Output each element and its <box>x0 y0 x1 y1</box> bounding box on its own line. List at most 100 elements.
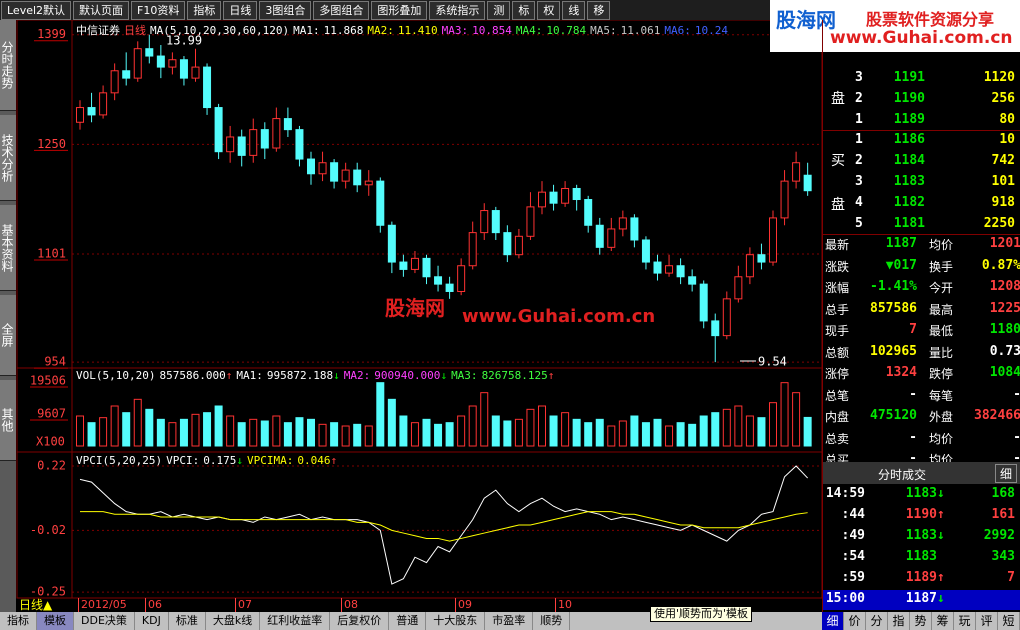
toolbar-button[interactable]: 图形叠加 <box>371 1 428 20</box>
bottom-tab[interactable]: 指标 <box>0 612 37 630</box>
volume-bar <box>618 420 627 447</box>
side-tab[interactable]: 全屏 <box>0 295 16 376</box>
right-tab[interactable]: 筹 <box>932 612 954 630</box>
toolbar-button[interactable]: 系统指示 <box>429 1 486 20</box>
toolbar-button[interactable]: 多图组合 <box>313 1 370 20</box>
stat-value: 1225 <box>989 300 1020 316</box>
stat-label: 总手 <box>825 302 850 317</box>
trade-time: :44 <box>841 507 865 522</box>
legend-arrow: ↑ <box>330 454 338 467</box>
level: 1 <box>855 112 863 127</box>
legend-arrow: ↓ <box>236 454 243 467</box>
stat-value: 1084 <box>989 365 1020 380</box>
readout-name: MA4: <box>515 24 543 37</box>
stat-label: 最新 <box>825 238 850 252</box>
level: 1 <box>855 132 863 147</box>
volume-bar <box>76 415 84 447</box>
book-label: 盘 <box>831 197 845 213</box>
y-tick-label: -0.25 <box>30 585 66 599</box>
price: 1182 <box>893 195 925 210</box>
volume-bar <box>307 418 315 447</box>
volume: 101 <box>991 174 1015 189</box>
candle-body <box>99 92 108 116</box>
toolbar-button[interactable]: 移 <box>587 1 611 20</box>
toolbar-button[interactable]: 默认页面 <box>73 1 130 20</box>
side-tab[interactable]: 分时走势 <box>0 20 16 111</box>
volume-bar <box>145 408 154 447</box>
toolbar-button[interactable]: 测 <box>487 1 511 20</box>
right-tab[interactable]: 短 <box>998 612 1020 630</box>
toolbar-button[interactable]: 指标 <box>187 1 222 20</box>
bottom-tab[interactable]: 普通 <box>389 612 427 630</box>
toolbar-button[interactable]: 标 <box>512 1 536 20</box>
readout-value: 900940.000 <box>374 369 441 382</box>
candle-body <box>514 235 523 256</box>
side-tab[interactable]: 基本资料 <box>0 205 16 291</box>
detail-button[interactable]: 细 <box>995 464 1018 483</box>
volume-bar <box>745 415 754 447</box>
trade-volume: 343 <box>991 549 1015 564</box>
volume-bar <box>387 398 396 447</box>
bottom-tab[interactable]: DDE决策 <box>74 612 135 630</box>
candle-body <box>87 107 96 116</box>
bottom-tab[interactable]: 顺势 <box>533 612 571 630</box>
trade-price: 1183 <box>905 486 937 501</box>
bottom-tab[interactable]: 市盈率 <box>485 612 534 630</box>
volume: 918 <box>991 195 1015 210</box>
toolbar-button[interactable]: 3图组合 <box>259 1 312 20</box>
side-tab[interactable]: 其他 <box>0 380 16 461</box>
toolbar-button[interactable]: Level2默认 <box>1 1 72 20</box>
bottom-tab[interactable]: 模板 <box>37 612 74 630</box>
level: 3 <box>855 70 863 85</box>
toolbar-button[interactable]: F10资料 <box>131 1 186 20</box>
trade-arrow: ↑ <box>937 507 945 522</box>
volume-bar <box>491 415 500 447</box>
bottom-tab[interactable]: 十大股东 <box>426 612 486 630</box>
right-tab[interactable]: 分 <box>866 612 888 630</box>
trade-price: 1190 <box>905 507 937 522</box>
right-tab[interactable]: 评 <box>976 612 998 630</box>
candle-body <box>341 169 350 182</box>
stat-label: 量比 <box>929 345 954 360</box>
bottom-tab[interactable]: 红利收益率 <box>260 612 331 630</box>
right-tab[interactable]: 指 <box>888 612 910 630</box>
candle-body <box>318 162 327 175</box>
right-tab[interactable]: 价 <box>844 612 866 630</box>
candle-body <box>203 66 212 109</box>
unit-label: X100 <box>36 435 65 449</box>
volume-bar <box>734 405 743 447</box>
trade-volume: 7 <box>1007 570 1015 585</box>
readout-arrow: ↑ <box>547 369 555 382</box>
candle-body <box>491 210 500 234</box>
stat-value: 102965 <box>870 343 917 359</box>
bottom-tab[interactable]: KDJ <box>135 612 169 630</box>
candle-body <box>364 180 373 186</box>
y-tick-label: -0.02 <box>30 523 66 537</box>
right-tab[interactable]: 细 <box>822 612 844 630</box>
book-label: 盘 <box>831 91 845 107</box>
y-tick-label: 1399 <box>37 27 66 41</box>
readout-name: MA6: <box>664 24 691 37</box>
candle-body <box>618 217 627 230</box>
date-label: 08 <box>341 598 358 612</box>
bottom-tab[interactable]: 标准 <box>169 612 206 630</box>
candle-body <box>526 206 535 237</box>
right-tab[interactable]: 玩 <box>954 612 976 630</box>
volume-bar <box>584 422 593 447</box>
readout-value: 11.410 <box>397 24 438 37</box>
readout-name: MA5: <box>590 24 617 37</box>
side-tab[interactable]: 技术分析 <box>0 115 16 201</box>
candle-body <box>399 261 408 270</box>
bottom-tab[interactable]: 后复权价 <box>330 612 390 630</box>
toolbar-button[interactable]: 线 <box>562 1 586 20</box>
candle-body <box>122 70 131 79</box>
trade-price: 1189 <box>905 570 937 585</box>
toolbar-button[interactable]: 日线 <box>223 1 258 20</box>
toolbar-button[interactable]: 权 <box>537 1 561 20</box>
stat-value: 382466 <box>974 408 1020 423</box>
right-tab[interactable]: 势 <box>910 612 932 630</box>
candle-body <box>584 199 593 226</box>
readout-value: 10.24 <box>694 24 728 37</box>
bottom-tab[interactable]: 大盘k线 <box>206 612 261 630</box>
